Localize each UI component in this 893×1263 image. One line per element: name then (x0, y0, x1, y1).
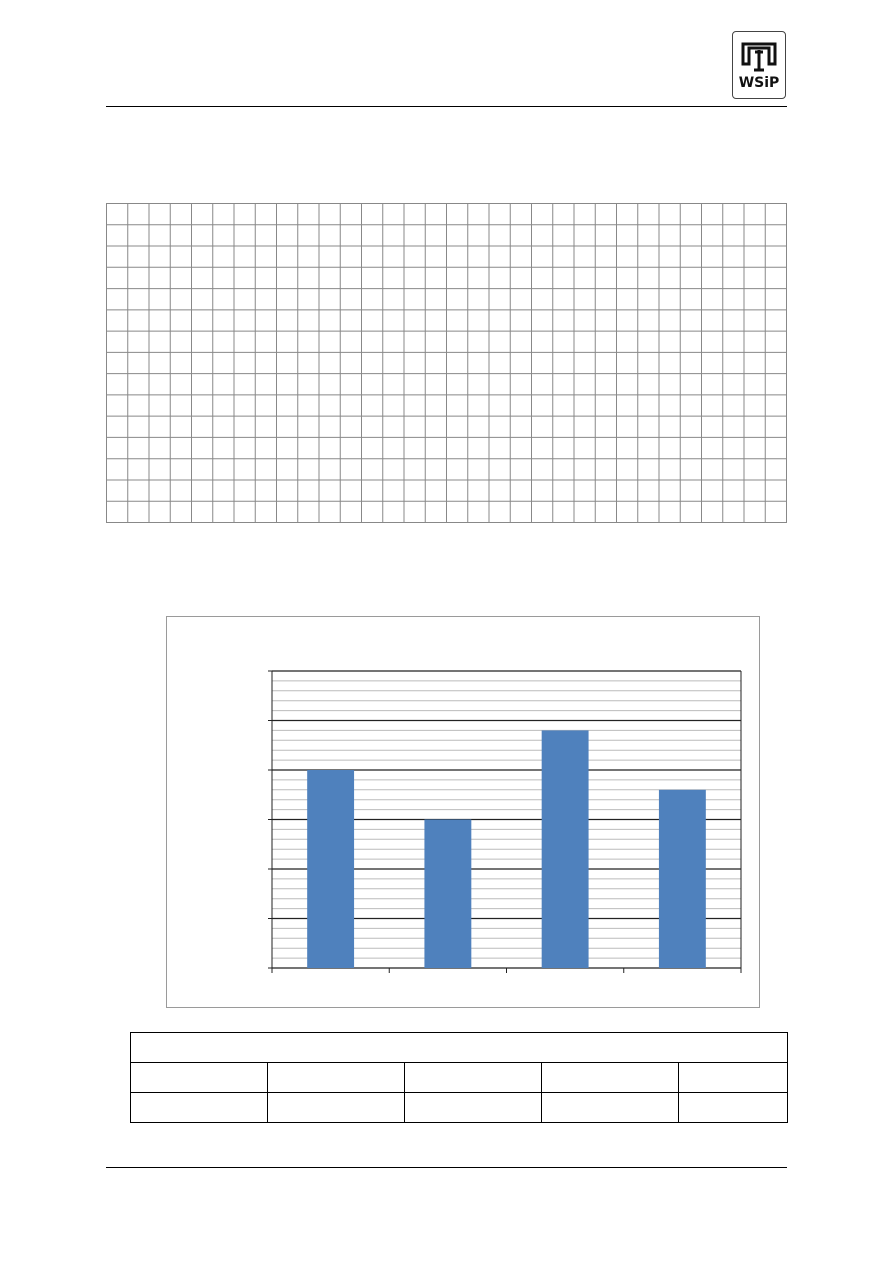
table-row (130, 1062, 788, 1093)
table-row (130, 1092, 788, 1123)
svg-text:WSiP: WSiP (739, 75, 780, 91)
table-cell[interactable] (541, 1062, 679, 1093)
table-header-cell[interactable] (130, 1032, 788, 1063)
table-cell[interactable] (541, 1092, 679, 1123)
bar (658, 789, 706, 968)
header-rule (106, 106, 787, 107)
table-cell[interactable] (678, 1092, 788, 1123)
squared-worksheet-grid (106, 203, 787, 523)
bar (541, 730, 589, 968)
table-cell[interactable] (130, 1062, 268, 1093)
answer-table (130, 1032, 788, 1123)
table-cell[interactable] (678, 1062, 788, 1093)
table-cell[interactable] (404, 1092, 542, 1123)
footer-rule (106, 1167, 787, 1168)
bar-chart (166, 616, 760, 1008)
wsip-logo: WSiP (732, 31, 786, 99)
table-cell[interactable] (267, 1062, 405, 1093)
table-cell[interactable] (404, 1062, 542, 1093)
bar (307, 770, 355, 968)
bar (424, 819, 472, 968)
table-cell[interactable] (267, 1092, 405, 1123)
table-cell[interactable] (130, 1092, 268, 1123)
